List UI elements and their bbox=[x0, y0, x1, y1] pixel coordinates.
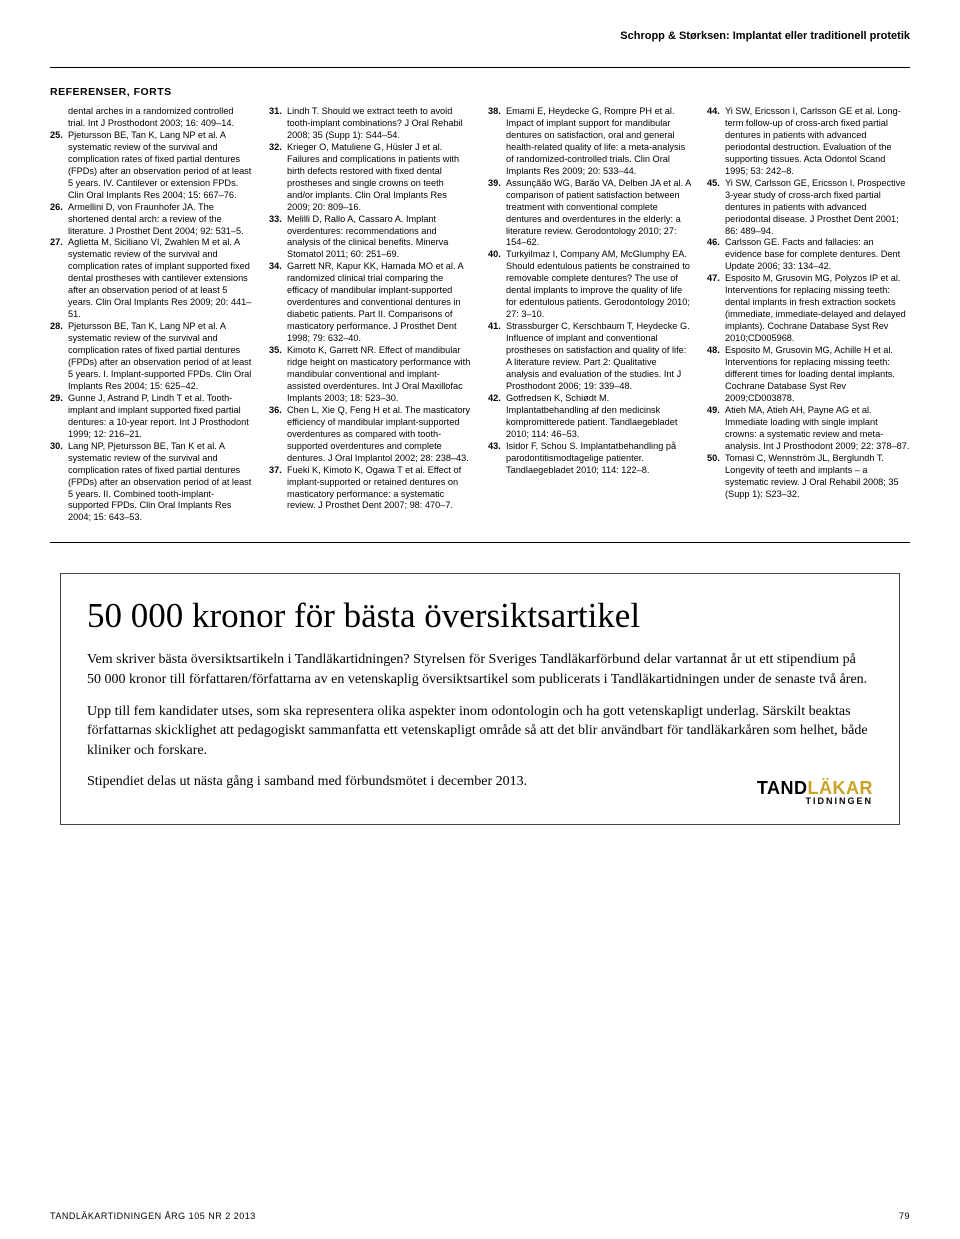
footer-page-number: 79 bbox=[899, 1211, 910, 1221]
reference-text: Kimoto K, Garrett NR. Effect of mandibul… bbox=[287, 345, 472, 405]
reference-number: 37. bbox=[269, 465, 287, 513]
reference-number: 42. bbox=[488, 393, 506, 441]
reference-number: 50. bbox=[707, 453, 725, 501]
reference-item: 48.Esposito M, Grusovin MG, Achille H et… bbox=[707, 345, 910, 405]
reference-text: Lang NP, Pjetursson BE, Tan K et al. A s… bbox=[68, 441, 253, 525]
promo-paragraph-3: Stipendiet delas ut nästa gång i samband… bbox=[87, 772, 873, 792]
reference-number: 29. bbox=[50, 393, 68, 441]
reference-text: Armellini D, von Fraunhofer JA. The shor… bbox=[68, 202, 253, 238]
reference-item: 49.Atieh MA, Atieh AH, Payne AG et al. I… bbox=[707, 405, 910, 453]
page-footer: TANDLÄKARTIDNINGEN ÅRG 105 NR 2 2013 79 bbox=[50, 1211, 910, 1221]
reference-number: 43. bbox=[488, 441, 506, 477]
reference-number: 39. bbox=[488, 178, 506, 250]
reference-number: 31. bbox=[269, 106, 287, 142]
reference-item: 33.Melilli D, Rallo A, Cassaro A. Implan… bbox=[269, 214, 472, 262]
reference-item: 41.Strassburger C, Kerschbaum T, Heydeck… bbox=[488, 321, 691, 393]
reference-text: Krieger O, Matuliene G, Hüsler J et al. … bbox=[287, 142, 472, 214]
reference-text: Atieh MA, Atieh AH, Payne AG et al. Imme… bbox=[725, 405, 910, 453]
reference-number: 40. bbox=[488, 249, 506, 321]
reference-text: Fueki K, Kimoto K, Ogawa T et al. Effect… bbox=[287, 465, 472, 513]
reference-item: 27.Aglietta M, Siciliano VI, Zwahlen M e… bbox=[50, 237, 253, 321]
reference-number: 35. bbox=[269, 345, 287, 405]
top-rule bbox=[50, 67, 910, 68]
reference-text: Emami E, Heydecke G, Rompre PH et al. Im… bbox=[506, 106, 691, 178]
reference-text: Garrett NR, Kapur KK, Hamada MO et al. A… bbox=[287, 261, 472, 345]
reference-number: 28. bbox=[50, 321, 68, 393]
reference-number: 36. bbox=[269, 405, 287, 465]
reference-number: 25. bbox=[50, 130, 68, 202]
reference-text: Aglietta M, Siciliano VI, Zwahlen M et a… bbox=[68, 237, 253, 321]
reference-item: 46.Carlsson GE. Facts and fallacies: an … bbox=[707, 237, 910, 273]
reference-item: 30.Lang NP, Pjetursson BE, Tan K et al. … bbox=[50, 441, 253, 525]
reference-item: 47.Esposito M, Grusovin MG, Polyzos IP e… bbox=[707, 273, 910, 345]
references-heading: REFERENSER, FORTS bbox=[50, 86, 910, 98]
reference-text: Pjetursson BE, Tan K, Lang NP et al. A s… bbox=[68, 130, 253, 202]
promo-paragraph-1: Vem skriver bästa översiktsartikeln i Ta… bbox=[87, 650, 873, 689]
reference-text: Assunçãão WG, Barão VA, Delben JA et al.… bbox=[506, 178, 691, 250]
reference-item: 36.Chen L, Xie Q, Feng H et al. The mast… bbox=[269, 405, 472, 465]
reference-number: 34. bbox=[269, 261, 287, 345]
reference-item: 40.Turkyilmaz I, Company AM, McGlumphy E… bbox=[488, 249, 691, 321]
reference-text: Melilli D, Rallo A, Cassaro A. Implant o… bbox=[287, 214, 472, 262]
reference-number: 30. bbox=[50, 441, 68, 525]
reference-item: 35.Kimoto K, Garrett NR. Effect of mandi… bbox=[269, 345, 472, 405]
reference-number: 45. bbox=[707, 178, 725, 238]
reference-item: 42.Gotfredsen K, Schiødt M. Implantatbeh… bbox=[488, 393, 691, 441]
reference-text: Yi SW, Ericsson I, Carlsson GE et al. Lo… bbox=[725, 106, 910, 178]
reference-item: 34.Garrett NR, Kapur KK, Hamada MO et al… bbox=[269, 261, 472, 345]
reference-item: 38.Emami E, Heydecke G, Rompre PH et al.… bbox=[488, 106, 691, 178]
reference-number: 41. bbox=[488, 321, 506, 393]
reference-item: 28.Pjetursson BE, Tan K, Lang NP et al. … bbox=[50, 321, 253, 393]
promo-body: Vem skriver bästa översiktsartikeln i Ta… bbox=[87, 650, 873, 792]
reference-text: Tomasi C, Wennström JL, Berglundh T. Lon… bbox=[725, 453, 910, 501]
reference-text: Chen L, Xie Q, Feng H et al. The mastica… bbox=[287, 405, 472, 465]
reference-text: Carlsson GE. Facts and fallacies: an evi… bbox=[725, 237, 910, 273]
logo-text-a: TAND bbox=[757, 778, 808, 798]
promo-paragraph-2: Upp till fem kandidater utses, som ska r… bbox=[87, 702, 873, 761]
reference-item: 31.Lindh T. Should we extract teeth to a… bbox=[269, 106, 472, 142]
reference-text: Lindh T. Should we extract teeth to avoi… bbox=[287, 106, 472, 142]
promo-box: 50 000 kronor för bästa översiktsartikel… bbox=[60, 573, 900, 825]
reference-item: 25.Pjetursson BE, Tan K, Lang NP et al. … bbox=[50, 130, 253, 202]
running-head: Schropp & Størksen: Implantat eller trad… bbox=[50, 30, 910, 42]
reference-item: 26.Armellini D, von Fraunhofer JA. The s… bbox=[50, 202, 253, 238]
reference-text: Yi SW, Carlsson GE, Ericsson I. Prospect… bbox=[725, 178, 910, 238]
reference-number: 38. bbox=[488, 106, 506, 178]
reference-number: 48. bbox=[707, 345, 725, 405]
reference-item: 43.Isidor F, Schou S. Implantatbehandlin… bbox=[488, 441, 691, 477]
reference-number: 32. bbox=[269, 142, 287, 214]
reference-item: 44.Yi SW, Ericsson I, Carlsson GE et al.… bbox=[707, 106, 910, 178]
reference-number: 27. bbox=[50, 237, 68, 321]
reference-item: 50.Tomasi C, Wennström JL, Berglundh T. … bbox=[707, 453, 910, 501]
promo-logo: TANDLÄKAR TIDNINGEN bbox=[757, 780, 873, 806]
reference-item: 29.Gunne J, Astrand P, Lindh T et al. To… bbox=[50, 393, 253, 441]
reference-item: 45.Yi SW, Carlsson GE, Ericsson I. Prosp… bbox=[707, 178, 910, 238]
reference-number: 44. bbox=[707, 106, 725, 178]
reference-text: Isidor F, Schou S. Implantatbehandling p… bbox=[506, 441, 691, 477]
reference-continuation: dental arches in a randomized controlled… bbox=[50, 106, 253, 130]
reference-text: Esposito M, Grusovin MG, Achille H et al… bbox=[725, 345, 910, 405]
logo-text-b: LÄKAR bbox=[808, 778, 874, 798]
reference-item: 32.Krieger O, Matuliene G, Hüsler J et a… bbox=[269, 142, 472, 214]
references-columns: dental arches in a randomized controlled… bbox=[50, 106, 910, 524]
reference-text: Pjetursson BE, Tan K, Lang NP et al. A s… bbox=[68, 321, 253, 393]
reference-item: 39.Assunçãão WG, Barão VA, Delben JA et … bbox=[488, 178, 691, 250]
reference-number: 33. bbox=[269, 214, 287, 262]
reference-item: 37.Fueki K, Kimoto K, Ogawa T et al. Eff… bbox=[269, 465, 472, 513]
reference-number: 46. bbox=[707, 237, 725, 273]
reference-text: Gunne J, Astrand P, Lindh T et al. Tooth… bbox=[68, 393, 253, 441]
reference-number: 49. bbox=[707, 405, 725, 453]
bottom-rule bbox=[50, 542, 910, 543]
reference-number: 26. bbox=[50, 202, 68, 238]
promo-title: 50 000 kronor för bästa översiktsartikel bbox=[87, 596, 873, 636]
reference-text: Strassburger C, Kerschbaum T, Heydecke G… bbox=[506, 321, 691, 393]
reference-text: Esposito M, Grusovin MG, Polyzos IP et a… bbox=[725, 273, 910, 345]
footer-journal-info: TANDLÄKARTIDNINGEN ÅRG 105 NR 2 2013 bbox=[50, 1211, 256, 1221]
reference-text: Turkyilmaz I, Company AM, McGlumphy EA. … bbox=[506, 249, 691, 321]
reference-text: Gotfredsen K, Schiødt M. Implantatbehand… bbox=[506, 393, 691, 441]
reference-number: 47. bbox=[707, 273, 725, 345]
